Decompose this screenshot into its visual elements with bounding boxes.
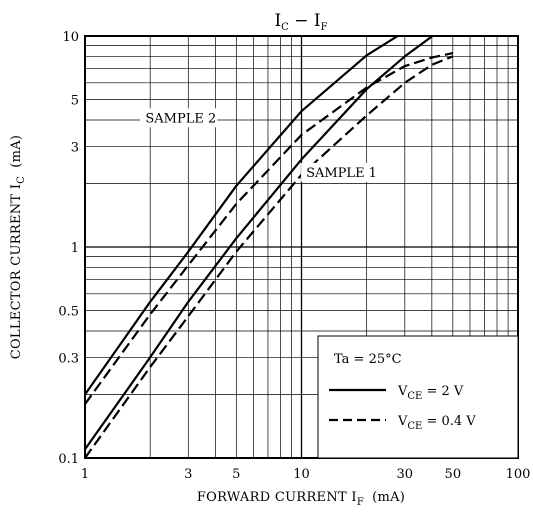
annotations: SAMPLE 2 SAMPLE 1 — [140, 108, 379, 182]
series-line-1-dashed — [85, 52, 454, 405]
x-tick-label: 5 — [232, 467, 240, 482]
x-tick-label: 3 — [184, 467, 192, 482]
y-tick-label: 0.5 — [58, 305, 79, 320]
legend: Ta = 25°C VCE = 2 V VCE = 0.4 V — [317, 335, 519, 459]
legend-condition: Ta = 25°C — [334, 352, 402, 367]
x-tick-labels: 1 3 5 10 30 50 100 — [81, 467, 531, 482]
annotation-sample-1: SAMPLE 1 — [306, 166, 377, 181]
legend-item-dashed: VCE = 0.4 V — [397, 414, 476, 432]
y-tick-label: 10 — [62, 30, 79, 45]
y-tick-label: 1 — [71, 241, 79, 256]
y-tick-label: 0.1 — [58, 452, 79, 467]
x-tick-label: 1 — [81, 467, 89, 482]
y-axis-label: COLLECTOR CURRENT IC(mA) — [9, 135, 27, 360]
annotation-sample-2: SAMPLE 2 — [145, 111, 216, 126]
legend-box — [317, 335, 519, 459]
x-axis-label: FORWARD CURRENT IF (mA) — [197, 490, 405, 508]
x-tick-label: 100 — [506, 467, 531, 482]
y-tick-label: 5 — [71, 94, 79, 109]
series-line-2-solid — [85, 36, 435, 450]
y-tick-labels: 0.1 0.3 0.5 1 3 5 10 — [58, 30, 79, 467]
y-tick-label: 3 — [71, 140, 79, 155]
series-line-0-solid — [85, 36, 400, 396]
x-tick-label: 30 — [397, 467, 414, 482]
legend-item-solid: VCE = 2 V — [397, 384, 464, 402]
y-tick-label: 0.3 — [58, 351, 79, 366]
plot-frame — [84, 35, 519, 459]
annotation-bg — [301, 162, 379, 182]
x-tick-label: 50 — [445, 467, 462, 482]
x-tick-label: 10 — [293, 467, 310, 482]
annotation-bg — [140, 108, 218, 128]
chart-title: IC − IF — [274, 11, 327, 33]
